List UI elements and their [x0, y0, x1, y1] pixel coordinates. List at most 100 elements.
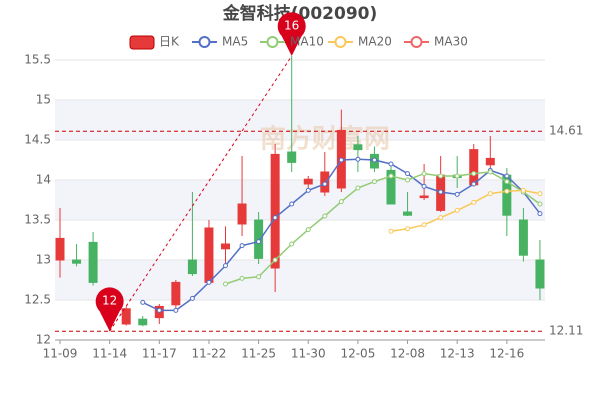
ma-point — [305, 227, 311, 233]
y-tick-label: 15 — [36, 93, 51, 107]
x-tick-label: 12-16 — [489, 347, 524, 361]
reference-label: 12.11 — [549, 324, 583, 338]
ma-point — [289, 201, 295, 207]
pin-label: 12 — [102, 294, 117, 308]
pin — [95, 287, 124, 332]
ma-point — [438, 173, 444, 179]
ma-point — [537, 201, 543, 207]
ma-point — [223, 281, 228, 287]
ma-point — [537, 211, 543, 217]
ma-point — [189, 295, 195, 301]
pin — [277, 12, 306, 56]
ma-point — [438, 189, 444, 195]
ma-point — [471, 171, 477, 177]
trend-line — [109, 55, 293, 332]
ma-point — [272, 257, 278, 263]
ma-point — [289, 241, 295, 247]
candle-body — [187, 259, 197, 275]
y-tick-label: 13.5 — [24, 213, 51, 227]
candle-body — [55, 237, 65, 261]
candle-body — [138, 318, 148, 326]
y-tick-label: 14.5 — [24, 133, 51, 147]
ma-point — [239, 275, 245, 281]
ma-point — [305, 187, 311, 193]
ma-point — [421, 222, 427, 228]
x-tick-label: 11-09 — [43, 347, 78, 361]
ma-point — [206, 279, 212, 285]
ma-point — [239, 243, 245, 249]
candle-body — [535, 259, 545, 289]
ma-point — [405, 177, 411, 183]
ma-point — [223, 263, 228, 269]
reference-label: 14.61 — [549, 124, 583, 138]
ma-point — [471, 199, 477, 205]
x-tick-label: 11-14 — [92, 347, 127, 361]
ma-point — [388, 173, 394, 179]
ma-line — [225, 171, 541, 285]
ma-point — [438, 215, 444, 221]
candle-body — [72, 259, 82, 264]
candle-body — [121, 308, 131, 325]
legend-label: MA30 — [434, 35, 468, 49]
watermark: 南方财富网 — [260, 124, 390, 155]
legend-marker — [410, 36, 423, 48]
ma-point — [173, 307, 179, 313]
ma-point — [454, 173, 460, 179]
candle-body — [518, 219, 528, 256]
grid-band — [55, 180, 545, 220]
legend-label: MA5 — [222, 35, 248, 49]
ma-line — [390, 189, 541, 232]
ma-point — [140, 299, 146, 305]
ma-point — [487, 169, 493, 175]
ma-point — [421, 171, 427, 177]
ma-point — [272, 215, 278, 221]
ma-point — [504, 173, 510, 179]
candle-body — [221, 243, 230, 250]
x-tick-label: 12-08 — [390, 347, 425, 361]
pin-label: 16 — [284, 19, 299, 33]
ma-point — [537, 191, 543, 197]
x-tick-label: 11-25 — [241, 347, 276, 361]
x-tick-label: 12-05 — [340, 347, 375, 361]
ma-point — [487, 191, 493, 197]
ma-point — [454, 207, 460, 213]
ma-point — [338, 199, 344, 205]
ma-point — [338, 157, 344, 163]
candle-body — [419, 195, 429, 199]
ma-point — [454, 191, 460, 197]
candle-body — [204, 227, 214, 283]
y-tick-label: 12 — [36, 333, 51, 347]
legend-marker — [266, 36, 279, 48]
ma-point — [405, 171, 411, 177]
legend-marker — [198, 36, 211, 48]
ma-point — [256, 239, 262, 245]
candle-body — [287, 151, 297, 163]
candle-body — [270, 153, 280, 269]
ma-point — [371, 179, 377, 185]
candle-body — [237, 203, 247, 225]
legend-swatch — [129, 35, 155, 50]
ma-point — [355, 185, 361, 191]
y-tick-label: 13 — [36, 253, 51, 267]
y-tick-label: 12.5 — [24, 293, 51, 307]
candle-body — [353, 144, 363, 151]
grid-band — [55, 260, 545, 300]
legend-label: MA20 — [358, 35, 392, 49]
x-tick-label: 11-22 — [192, 347, 227, 361]
x-tick-label: 11-17 — [142, 347, 177, 361]
ma-point — [388, 228, 394, 234]
ma-point — [156, 307, 162, 313]
x-tick-label: 11-30 — [291, 347, 326, 361]
chart-title: 金智科技(002090) — [222, 3, 378, 24]
ma-point — [405, 226, 411, 232]
ma-point — [371, 157, 377, 163]
ma-point — [471, 181, 477, 187]
ma-point — [504, 188, 510, 194]
grid-band — [55, 100, 545, 140]
candle-body — [303, 178, 313, 185]
ma-point — [421, 183, 427, 189]
candle-body — [485, 157, 495, 166]
candle-body — [88, 241, 98, 283]
ma-point — [355, 156, 361, 162]
